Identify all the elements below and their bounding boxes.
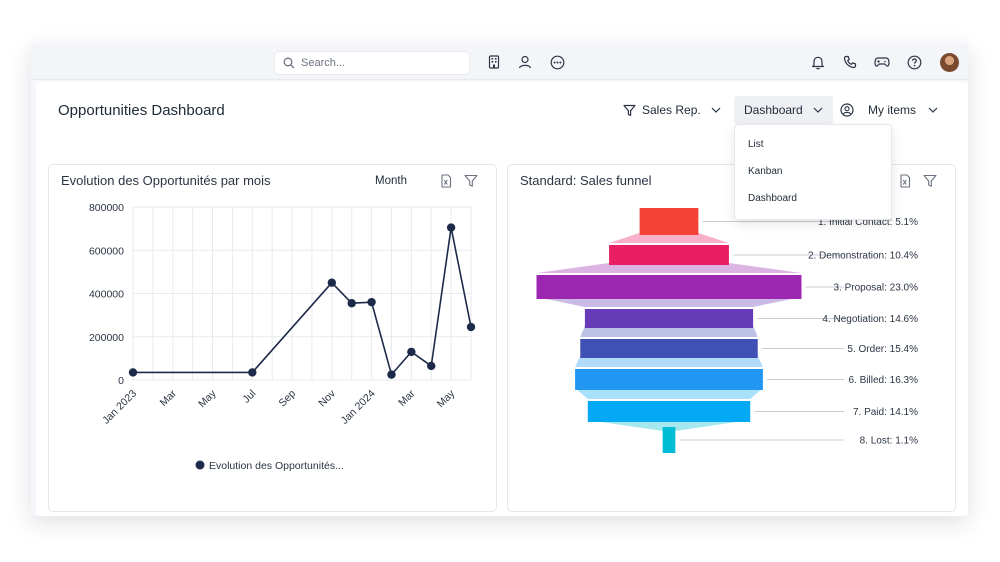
funnel-stage-label: 2. Demonstration: 10.4%: [808, 251, 918, 262]
view-menu: List Kanban Dashboard: [734, 124, 892, 220]
avatar[interactable]: [940, 53, 959, 72]
user-icon[interactable]: [517, 54, 533, 70]
search-input[interactable]: [301, 57, 461, 69]
funnel-connector: [536, 263, 802, 273]
funnel-stage-label: 4. Negotiation: 14.6%: [822, 314, 918, 325]
export-excel-icon[interactable]: [898, 174, 912, 188]
funnel-connector: [609, 233, 729, 243]
view-menu-item-dashboard[interactable]: Dashboard: [748, 193, 797, 204]
funnel-chart-title: Standard: Sales funnel: [520, 173, 652, 188]
y-tick-label: 0: [118, 375, 124, 387]
data-point: [128, 368, 138, 377]
funnel-stage: [536, 275, 802, 299]
building-icon[interactable]: [486, 54, 502, 70]
data-point: [347, 299, 356, 308]
user-circle-icon: [840, 103, 854, 117]
legend-label: Evolution des Opportunités...: [209, 460, 344, 472]
funnel-connector: [580, 326, 758, 337]
funnel-stage-label: 3. Proposal: 23.0%: [834, 283, 919, 294]
dashboard-content: Opportunities Dashboard Sales Rep. Dashb…: [36, 82, 968, 516]
line-chart-card: Evolution des Opportunités par mois Mont…: [48, 164, 497, 512]
y-tick-label: 200000: [89, 332, 124, 344]
funnel-stage: [584, 309, 754, 328]
sales-rep-filter[interactable]: Sales Rep.: [623, 96, 721, 124]
search-box[interactable]: [274, 51, 470, 75]
y-tick-label: 600000: [89, 245, 124, 257]
chevron-down-icon: [813, 107, 823, 113]
grouping-selector[interactable]: Month: [375, 175, 407, 187]
x-tick-label: Nov: [316, 387, 338, 409]
line-chart-title: Evolution des Opportunités par mois: [61, 173, 271, 188]
funnel-stage-label: 1. Initial Contact: 5.1%: [818, 217, 918, 228]
data-point: [466, 322, 476, 332]
help-icon[interactable]: [906, 54, 922, 70]
funnel-stage-label: 7. Paid: 14.1%: [853, 407, 918, 418]
data-point: [446, 223, 456, 232]
chevron-down-icon: [928, 107, 938, 113]
more-icon[interactable]: [549, 54, 565, 70]
gamepad-icon[interactable]: [874, 54, 890, 70]
phone-icon[interactable]: [842, 54, 858, 70]
view-menu-item-list[interactable]: List: [748, 139, 764, 150]
funnel-stage: [575, 369, 763, 390]
sales-rep-label: Sales Rep.: [642, 103, 701, 117]
legend-marker: [195, 460, 205, 470]
series-line: [133, 226, 472, 376]
view-menu-item-kanban[interactable]: Kanban: [748, 166, 783, 177]
filter-icon: [623, 104, 636, 116]
x-tick-label: Mar: [158, 387, 180, 409]
funnel-stage-label: 6. Billed: 16.3%: [849, 375, 919, 386]
app-window: Opportunities Dashboard Sales Rep. Dashb…: [31, 44, 968, 516]
view-selector-label: Dashboard: [744, 103, 803, 117]
filter-icon[interactable]: [923, 174, 937, 188]
top-bar: [31, 44, 968, 80]
scope-selector[interactable]: My items: [840, 96, 938, 124]
search-icon: [283, 57, 295, 69]
x-tick-label: Jan 2023: [100, 388, 139, 427]
funnel-chart-card: Standard: Sales funnel 1. Initial Contac…: [507, 164, 956, 512]
funnel-stage: [609, 245, 729, 265]
funnel-connector: [536, 297, 802, 307]
data-point: [427, 361, 436, 371]
scope-label: My items: [868, 103, 916, 117]
funnel-connector: [575, 356, 763, 367]
funnel-stage: [580, 339, 758, 358]
funnel-stage: [587, 401, 751, 422]
y-tick-label: 800000: [89, 202, 124, 214]
data-point: [367, 297, 376, 307]
bell-icon[interactable]: [810, 54, 826, 70]
chevron-down-icon: [711, 107, 721, 113]
x-tick-label: Jan 2024: [339, 388, 378, 427]
funnel-stage: [639, 208, 699, 235]
funnel-stage-label: 8. Lost: 1.1%: [860, 436, 918, 447]
funnel-chart: 1. Initial Contact: 5.1% 2. Demonstration…: [536, 208, 919, 453]
y-tick-label: 400000: [89, 289, 124, 301]
funnel-connector: [587, 420, 751, 431]
x-tick-label: Mar: [396, 387, 418, 409]
x-tick-label: May: [196, 387, 219, 410]
data-point: [248, 368, 257, 377]
filter-icon[interactable]: [464, 174, 478, 188]
data-point: [407, 347, 416, 357]
export-excel-icon[interactable]: [439, 174, 453, 188]
x-tick-label: Sep: [276, 388, 298, 410]
funnel-stage: [662, 427, 676, 453]
funnel-stage-label: 5. Order: 15.4%: [847, 344, 918, 355]
funnel-connector: [575, 388, 763, 399]
x-tick-label: May: [435, 387, 458, 410]
data-point: [387, 370, 396, 379]
data-point: [327, 278, 337, 287]
view-selector[interactable]: Dashboard: [734, 96, 833, 124]
page-title: Opportunities Dashboard: [58, 102, 225, 119]
x-tick-label: Jul: [240, 388, 258, 406]
